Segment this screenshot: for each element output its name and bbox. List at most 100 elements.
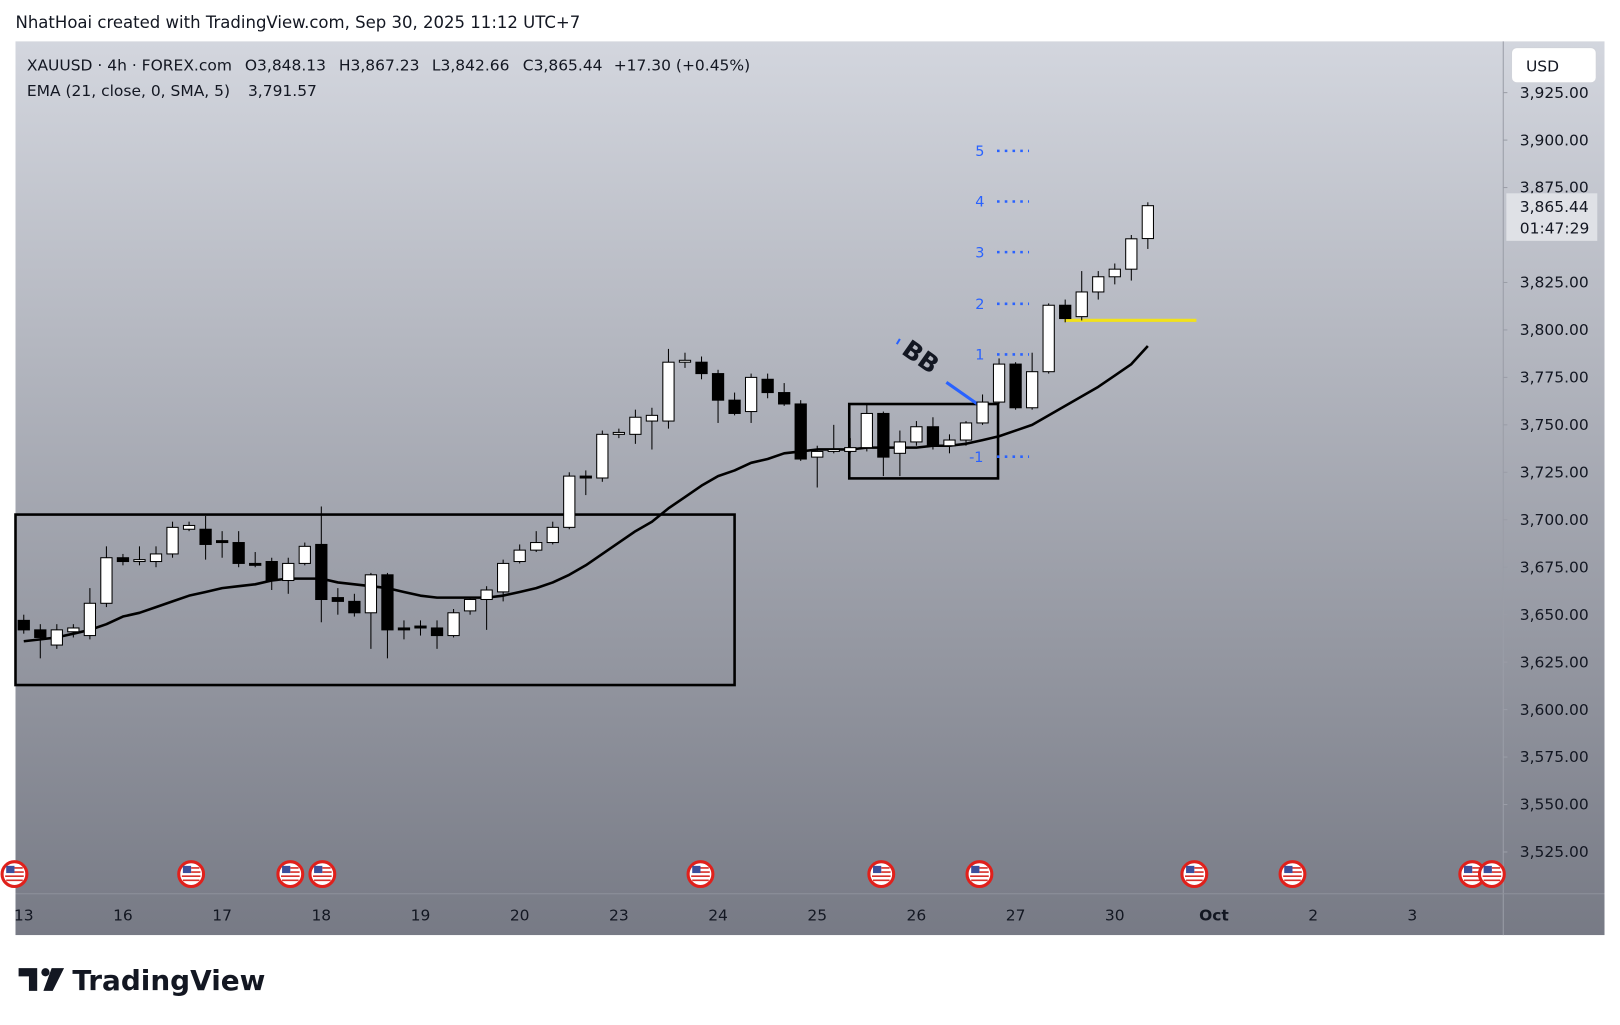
currency[interactable]: USD <box>1526 57 1559 75</box>
candle-body <box>282 562 295 582</box>
candle-body <box>728 399 741 414</box>
flag <box>0 860 29 889</box>
candle-body <box>844 447 857 452</box>
candle-body <box>629 416 642 435</box>
fib-dots <box>997 149 1030 459</box>
candle-body <box>149 553 163 563</box>
candle-body <box>381 574 394 631</box>
x-tick-label: 23 <box>609 907 629 925</box>
x-tick-label: 3 <box>1407 907 1417 925</box>
y-tick-label: 3,625.00 <box>1520 653 1589 671</box>
fib-label: 4 <box>975 195 984 211</box>
flag-stripes <box>5 867 24 882</box>
flag <box>965 860 994 889</box>
candle-body <box>893 441 907 454</box>
plot <box>17 202 1154 659</box>
header: NhatHoai created with TradingView.com, S… <box>15 13 580 32</box>
y-tick-label: 3,775.00 <box>1520 369 1589 387</box>
candle-body <box>414 625 427 629</box>
candle-body <box>645 414 659 422</box>
symbol: XAUUSD · 4h · FOREX.com <box>27 56 232 74</box>
candle-body <box>579 475 592 479</box>
x-tick-label: 25 <box>807 907 827 925</box>
y-tick-label: 3,525.00 <box>1520 843 1589 861</box>
flag-canton <box>1284 865 1293 874</box>
candle-body <box>83 602 97 637</box>
fib-label: 2 <box>975 297 984 313</box>
candle-body <box>563 475 576 528</box>
flag-stripes <box>1482 867 1502 882</box>
candle-body <box>778 392 791 405</box>
y-tick-label: 3,650.00 <box>1520 606 1589 624</box>
flag-stripes <box>691 867 710 882</box>
candle-body <box>1108 268 1121 278</box>
flag-canton <box>1186 865 1195 874</box>
flag-canton <box>314 865 323 874</box>
candle-body <box>364 574 378 614</box>
x-tick-label: 18 <box>311 907 331 925</box>
x-tick-label: 24 <box>708 907 728 925</box>
x-tick-label: 20 <box>510 907 530 925</box>
candle-body <box>116 557 130 563</box>
legend-low: L3,842.66 <box>432 56 510 74</box>
flag <box>686 860 715 889</box>
flag-stripes <box>1462 867 1482 882</box>
flag-canton <box>1483 865 1492 874</box>
candle-body <box>265 561 278 582</box>
candle-body <box>959 422 973 441</box>
ema-name: EMA (21, close, 0, SMA, 5) <box>27 82 230 100</box>
logo <box>18 968 65 991</box>
candle-body <box>877 412 890 458</box>
x-tick-label: 27 <box>1006 907 1026 925</box>
candle-body <box>546 526 559 544</box>
y-tick-label: 3,675.00 <box>1520 558 1589 576</box>
annotation-tick <box>895 338 901 345</box>
x-tick-label: 13 <box>14 907 34 925</box>
candle-body <box>943 439 956 447</box>
candle-body <box>463 598 477 612</box>
ema-value: 3,791.57 <box>248 82 317 100</box>
last-price: 3,865.44 <box>1520 198 1589 216</box>
currency-button[interactable] <box>1511 47 1597 84</box>
candle-body <box>695 361 708 375</box>
x-tick-label: 17 <box>212 907 232 925</box>
candle-body <box>794 403 807 460</box>
legend-open: O3,848.13 <box>245 56 326 74</box>
flag <box>1278 860 1307 889</box>
candle-body <box>480 589 493 601</box>
candle-body <box>430 627 444 637</box>
candle-body <box>447 612 460 637</box>
flag <box>867 860 896 889</box>
candle-body <box>744 376 758 413</box>
candle-body <box>34 629 47 638</box>
y-tick-label: 3,900.00 <box>1520 131 1589 149</box>
fib-label: 5 <box>975 144 984 160</box>
flag-canton <box>282 865 291 874</box>
candle-body <box>100 557 113 604</box>
y-tick-label: 3,925.00 <box>1520 84 1589 102</box>
y-tick-label: 3,800.00 <box>1520 321 1589 339</box>
range-box <box>14 513 736 687</box>
y-tick-label: 3,575.00 <box>1520 748 1589 766</box>
y-tick-label: 3,550.00 <box>1520 796 1589 814</box>
candle-body <box>811 450 824 458</box>
y-tick-label: 3,825.00 <box>1520 274 1589 292</box>
x-tick-label: 16 <box>113 907 133 925</box>
last-price-box <box>1506 193 1598 241</box>
candle-body <box>215 540 229 544</box>
candle-body <box>711 373 725 401</box>
candle-body <box>1092 276 1105 293</box>
fib-label: 1 <box>975 348 984 364</box>
countdown: 01:47:29 <box>1520 220 1590 238</box>
flag-stripes <box>281 867 300 882</box>
chart-background <box>15 41 1605 936</box>
candle-body <box>976 401 989 424</box>
candle-body <box>1141 205 1154 240</box>
candle-body <box>1059 304 1072 320</box>
candle-body <box>530 542 543 551</box>
range-box <box>847 402 1000 480</box>
candle-body <box>1009 363 1022 409</box>
candle-body <box>860 412 873 449</box>
